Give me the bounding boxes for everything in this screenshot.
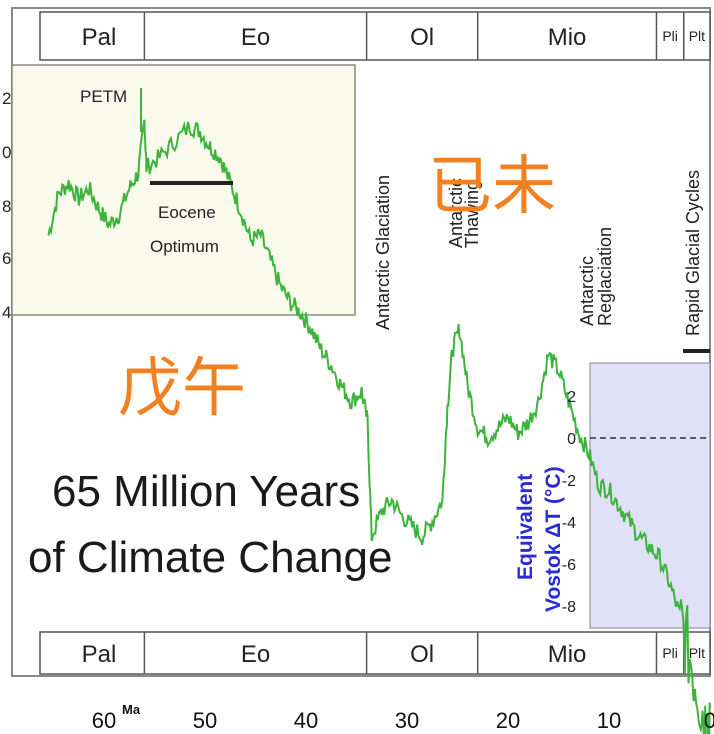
x-tick-label: 20 [496, 708, 520, 733]
x-unit-label: Ma [122, 702, 141, 717]
inset-y-tick-label: 6 [2, 249, 11, 268]
top-epoch-label: Pli [662, 28, 678, 44]
top-epoch-label: Eo [241, 24, 270, 51]
inset-y-tick-label: 2 [2, 89, 11, 108]
antarctic-thawing-label-line1: Antarctic [446, 178, 466, 248]
top-epoch-bar: Pal Eo Ol Mio Pli Plt [39, 11, 711, 61]
bottom-bar-frame [39, 631, 711, 675]
x-tick-label: 60 [92, 708, 116, 733]
inset-y-tick-label: 8 [2, 197, 11, 216]
inset-y-tick-label: 0 [2, 143, 11, 162]
top-epoch-label: Pal [82, 24, 117, 51]
antarctic-thawing-label-line2: Thawing [462, 180, 482, 248]
petm-label: PETM [80, 87, 127, 106]
vostok-y-ticks: 2 0 -2 -4 -6 -8 [562, 389, 576, 616]
top-bar-frame [39, 11, 711, 61]
antarctic-reglaciation-label-line2: Reglaciation [595, 227, 615, 326]
vostok-label-line2: Vostok ΔT (°C) [542, 466, 565, 612]
plot-frame [11, 7, 711, 677]
x-tick-label: 40 [294, 708, 318, 733]
overlay-glyphs-right: 已未 [428, 150, 556, 224]
vostok-panel [589, 362, 711, 629]
bottom-epoch-label: Ol [410, 641, 434, 668]
eocene-optimum-label-line1: Eocene [158, 203, 216, 222]
bottom-epoch-bar: Pal Eo Ol Mio Pli Plt [39, 631, 711, 675]
vostok-y-tick-label: -2 [562, 473, 576, 490]
x-axis-ticks: 60 50 40 30 20 10 0 [92, 708, 714, 733]
top-epoch-label: Ol [410, 24, 434, 51]
top-epoch-label: Plt [689, 28, 705, 44]
inset-y-ticks: 2 0 8 6 4 [2, 89, 11, 322]
vostok-y-tick-label: 0 [567, 431, 576, 448]
chart-title-line1: 65 Million Years [52, 467, 360, 516]
overlay-glyphs-left: 戊午 [118, 352, 246, 426]
top-epoch-label: Mio [548, 24, 587, 51]
bottom-epoch-label: Pli [662, 645, 678, 661]
vostok-y-tick-label: -6 [562, 557, 576, 574]
antarctic-reglaciation-label-line1: Antarctic [577, 256, 597, 326]
vostok-y-tick-label: -4 [562, 515, 576, 532]
antarctic-glaciation-label: Antarctic Glaciation [373, 175, 393, 330]
chart-title-line2: of Climate Change [28, 533, 392, 582]
bottom-epoch-label: Eo [241, 641, 270, 668]
bottom-epoch-label: Pal [82, 641, 117, 668]
vostok-y-tick-label: 2 [567, 389, 576, 406]
rapid-glacial-cycles-label: Rapid Glacial Cycles [683, 170, 703, 336]
bottom-epoch-label: Mio [548, 641, 587, 668]
temperature-series-line [47, 119, 711, 734]
eocene-optimum-label-line2: Optimum [150, 237, 219, 256]
x-tick-label: 50 [193, 708, 217, 733]
vostok-y-tick-label: -8 [562, 599, 576, 616]
inset-y-tick-label: 4 [2, 303, 11, 322]
x-tick-label: 10 [597, 708, 621, 733]
bottom-epoch-label: Plt [689, 645, 705, 661]
x-tick-label: 0 [704, 708, 714, 733]
x-tick-label: 30 [395, 708, 419, 733]
vostok-label-line1: Equivalent [514, 474, 537, 580]
